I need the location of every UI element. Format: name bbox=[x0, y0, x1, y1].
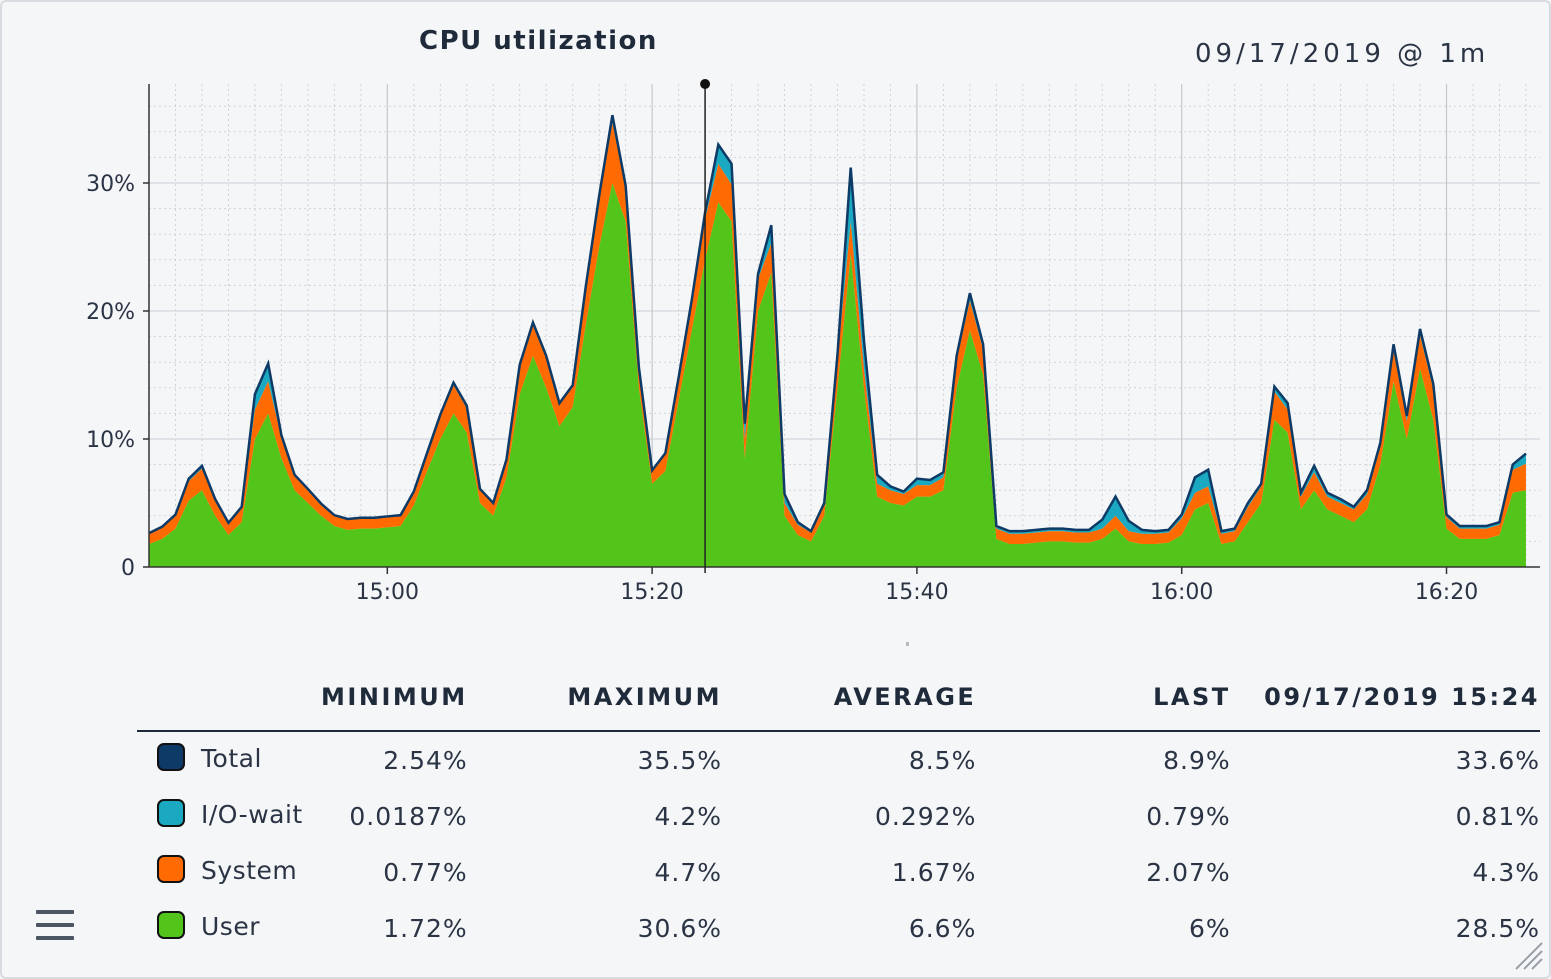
col-header-average: AVERAGE bbox=[833, 683, 977, 711]
iowait-maximum: 4.2% bbox=[654, 801, 722, 831]
chart-timestamp: 09/17/2019 @ 1m bbox=[1195, 39, 1490, 69]
row-label: I/O-wait bbox=[201, 800, 303, 829]
series-area-user bbox=[149, 183, 1526, 567]
stats-row-system[interactable]: System 0.77% 4.7% 1.67% 2.07% 4.3% bbox=[137, 844, 1540, 900]
chart-title: CPU utilization bbox=[419, 26, 658, 56]
hamburger-menu-icon[interactable] bbox=[36, 910, 74, 944]
x-tick-label: 16:00 bbox=[1150, 580, 1213, 605]
row-label: User bbox=[201, 912, 260, 941]
col-header-name bbox=[137, 674, 310, 731]
resize-handle-icon[interactable] bbox=[1510, 937, 1544, 971]
user-average: 6.6% bbox=[908, 913, 977, 943]
total-average: 8.5% bbox=[908, 745, 977, 775]
iowait-cursor-value: 0.81% bbox=[1455, 801, 1540, 831]
series-line-total bbox=[148, 114, 1527, 535]
chart-axes: 15:00 15:20 15:40 16:00 16:20 0 10% 20% 30% bbox=[86, 84, 1540, 605]
x-tick-label: 15:20 bbox=[620, 580, 683, 605]
col-header-maximum: MAXIMUM bbox=[567, 683, 722, 711]
y-tick-label: 30% bbox=[86, 172, 135, 197]
iowait-minimum: 0.0187% bbox=[349, 801, 468, 831]
col-header-last: LAST bbox=[1153, 683, 1231, 711]
chart-cursor bbox=[700, 79, 711, 573]
user-minimum: 1.72% bbox=[383, 913, 468, 943]
system-swatch-icon bbox=[157, 855, 185, 883]
stats-row-user[interactable]: User 1.72% 30.6% 6.6% 6% 28.5% bbox=[137, 900, 1540, 956]
cursor-handle-icon bbox=[700, 79, 711, 89]
resize-splitter[interactable] bbox=[906, 642, 909, 646]
row-label: System bbox=[201, 856, 298, 885]
chart-areas bbox=[148, 114, 1527, 567]
iowait-swatch-icon bbox=[157, 799, 185, 827]
row-label: Total bbox=[201, 744, 262, 773]
y-tick-label: 20% bbox=[86, 300, 135, 325]
total-swatch-icon bbox=[157, 743, 185, 771]
system-average: 1.67% bbox=[891, 857, 977, 887]
stats-row-total[interactable]: Total 2.54% 35.5% 8.5% 8.9% 33.6% bbox=[137, 731, 1540, 788]
user-last: 6% bbox=[1189, 913, 1231, 943]
system-minimum: 0.77% bbox=[383, 857, 468, 887]
stats-header-row: MINIMUM MAXIMUM AVERAGE LAST 09/17/2019 … bbox=[137, 674, 1540, 731]
total-maximum: 35.5% bbox=[637, 745, 722, 775]
iowait-last: 0.79% bbox=[1146, 801, 1231, 831]
total-cursor-value: 33.6% bbox=[1455, 745, 1540, 775]
user-maximum: 30.6% bbox=[637, 913, 722, 943]
x-tick-label: 16:20 bbox=[1415, 580, 1478, 605]
system-last: 2.07% bbox=[1146, 857, 1231, 887]
user-swatch-icon bbox=[157, 911, 185, 939]
col-header-cursor-time: 09/17/2019 15:24 bbox=[1264, 683, 1540, 711]
x-tick-label: 15:40 bbox=[885, 580, 948, 605]
x-tick-label: 15:00 bbox=[356, 580, 419, 605]
system-cursor-value: 4.3% bbox=[1472, 857, 1540, 887]
user-cursor-value: 28.5% bbox=[1455, 913, 1540, 943]
total-last: 8.9% bbox=[1163, 745, 1231, 775]
y-tick-label: 0 bbox=[121, 556, 135, 581]
iowait-average: 0.292% bbox=[875, 801, 977, 831]
stats-table: MINIMUM MAXIMUM AVERAGE LAST 09/17/2019 … bbox=[137, 674, 1540, 956]
col-header-minimum: MINIMUM bbox=[321, 683, 468, 711]
stats-row-iowait[interactable]: I/O-wait 0.0187% 4.2% 0.292% 0.79% 0.81% bbox=[137, 788, 1540, 844]
total-minimum: 2.54% bbox=[383, 745, 468, 775]
y-tick-label: 10% bbox=[86, 428, 135, 453]
cpu-area-chart[interactable]: 15:00 15:20 15:40 16:00 16:20 0 10% 20% 30% bbox=[2, 2, 1551, 622]
system-maximum: 4.7% bbox=[654, 857, 722, 887]
